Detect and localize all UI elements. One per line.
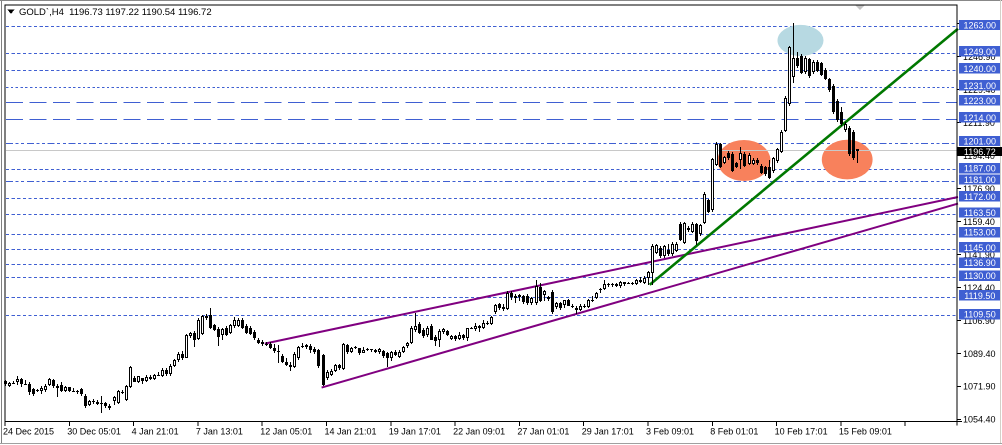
svg-text:1211.90: 1211.90 [963, 118, 995, 128]
svg-text:1187.00: 1187.00 [964, 164, 996, 174]
svg-text:3 Feb 09:01: 3 Feb 09:01 [646, 427, 694, 437]
svg-text:10 Feb 17:01: 10 Feb 17:01 [775, 427, 828, 437]
svg-text:15 Feb 09:01: 15 Feb 09:01 [839, 427, 892, 437]
svg-text:7 Jan 13:01: 7 Jan 13:01 [196, 427, 243, 437]
svg-text:24 Dec 2015: 24 Dec 2015 [3, 427, 54, 437]
svg-text:1054.40: 1054.40 [963, 415, 996, 425]
svg-text:1159.40: 1159.40 [963, 217, 995, 227]
svg-text:1176.90: 1176.90 [963, 184, 995, 194]
svg-text:30 Dec 05:01: 30 Dec 05:01 [67, 427, 121, 437]
svg-text:1109.50: 1109.50 [964, 310, 996, 320]
svg-text:22 Jan 09:01: 22 Jan 09:01 [453, 427, 505, 437]
svg-text:1246.90: 1246.90 [963, 52, 996, 62]
svg-text:1106.90: 1106.90 [963, 316, 995, 326]
svg-text:1124.40: 1124.40 [963, 283, 995, 293]
svg-text:1223.00: 1223.00 [964, 96, 997, 106]
svg-text:1145.00: 1145.00 [964, 243, 996, 253]
svg-text:1153.00: 1153.00 [964, 228, 996, 238]
svg-text:1119.50: 1119.50 [964, 291, 995, 301]
svg-text:29 Jan 17:01: 29 Jan 17:01 [582, 427, 634, 437]
svg-text:1196.72: 1196.72 [964, 147, 996, 157]
svg-text:1263.00: 1263.00 [964, 21, 997, 31]
svg-text:1141.90: 1141.90 [963, 250, 995, 260]
svg-text:1136.90: 1136.90 [964, 258, 996, 268]
svg-text:1181.00: 1181.00 [964, 175, 996, 185]
svg-text:14 Jan 21:01: 14 Jan 21:01 [325, 427, 377, 437]
svg-text:1089.40: 1089.40 [963, 349, 996, 359]
svg-text:8 Feb 01:01: 8 Feb 01:01 [710, 427, 758, 437]
svg-text:1071.90: 1071.90 [963, 382, 996, 392]
svg-text:12 Jan 05:01: 12 Jan 05:01 [260, 427, 312, 437]
svg-text:1231.00: 1231.00 [964, 81, 997, 91]
svg-text:4 Jan 21:01: 4 Jan 21:01 [132, 427, 179, 437]
svg-text:1249.00: 1249.00 [964, 47, 997, 57]
svg-text:1163.50: 1163.50 [964, 208, 996, 218]
svg-text:1240.00: 1240.00 [964, 64, 997, 74]
svg-text:1130.00: 1130.00 [964, 271, 996, 281]
svg-text:27 Jan 01:01: 27 Jan 01:01 [517, 427, 569, 437]
svg-text:GOLD`,H4 1196.73 1197.22 1190: GOLD`,H4 1196.73 1197.22 1190.54 1196.72 [19, 7, 212, 18]
svg-text:1201.00: 1201.00 [964, 137, 997, 147]
svg-text:1172.00: 1172.00 [964, 192, 996, 202]
svg-text:19 Jan 17:01: 19 Jan 17:01 [389, 427, 441, 437]
svg-text:1214.00: 1214.00 [964, 113, 997, 123]
